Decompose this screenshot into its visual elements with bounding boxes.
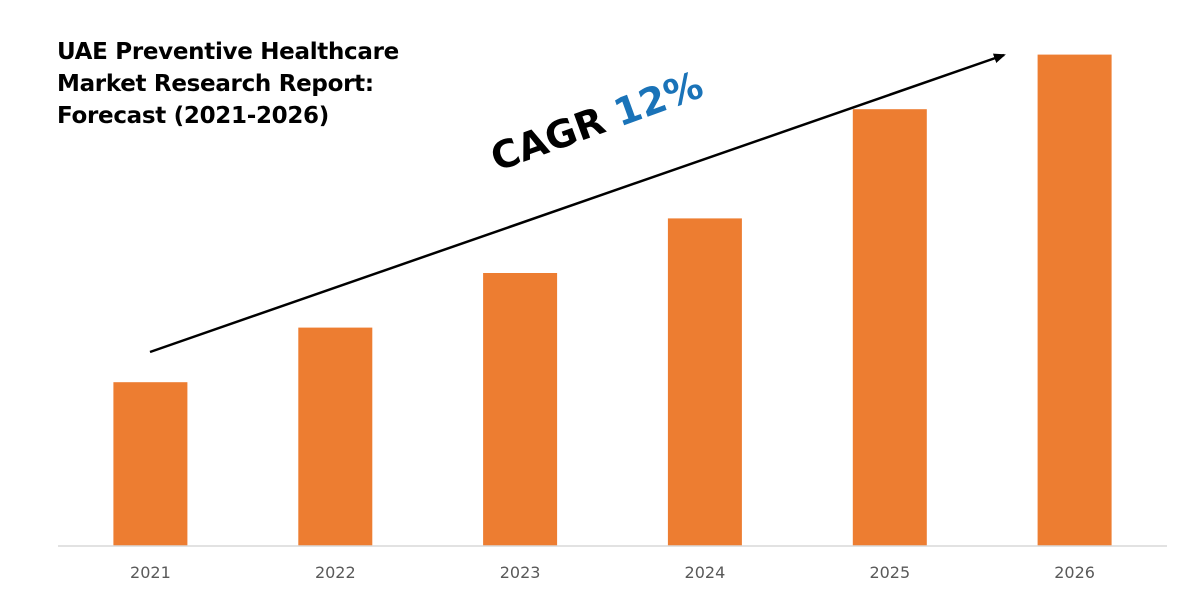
- x-tick-label-2022: 2022: [315, 563, 356, 582]
- x-tick-label-2025: 2025: [869, 563, 910, 582]
- bar-2022: [298, 327, 373, 546]
- bar-2024: [667, 218, 742, 546]
- x-tick-label-2021: 2021: [130, 563, 171, 582]
- x-tick-label-2026: 2026: [1054, 563, 1095, 582]
- bar-2021: [113, 382, 188, 546]
- chart-title-line-3: Forecast (2021-2026): [57, 103, 329, 129]
- chart-title-line-2: Market Research Report:: [57, 71, 374, 97]
- bars-group: [113, 54, 1112, 546]
- x-tick-labels: 2021 2022 2023 2024 2025 2026: [130, 563, 1095, 582]
- chart-title: UAE Preventive Healthcare Market Researc…: [57, 36, 437, 132]
- cagr-trend-arrow: [149, 53, 1006, 354]
- x-tick-label-2023: 2023: [500, 563, 541, 582]
- x-tick-label-2024: 2024: [685, 563, 726, 582]
- bar-2023: [483, 273, 558, 546]
- bar-2026: [1037, 54, 1112, 546]
- bar-2025: [852, 109, 927, 546]
- chart-title-line-1: UAE Preventive Healthcare: [57, 39, 399, 65]
